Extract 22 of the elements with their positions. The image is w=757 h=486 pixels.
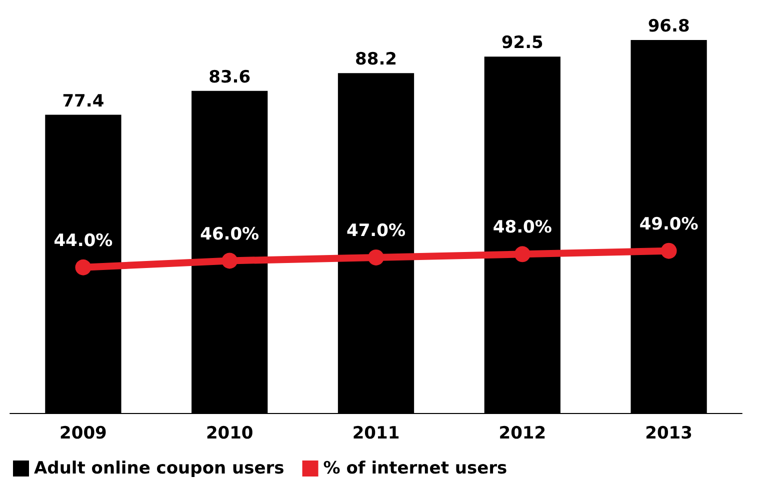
x-tick-label: 2012 [498, 424, 546, 444]
point [514, 246, 530, 262]
point [75, 259, 92, 276]
point [660, 242, 677, 259]
data-label: 44.0% [54, 230, 113, 251]
data-label: 48.0% [492, 218, 552, 238]
x-tick-label: 2011 [352, 424, 400, 444]
data-label: 88.2 [355, 50, 397, 70]
x-tick-label: 2009 [60, 424, 107, 444]
x-tick-label: 2010 [206, 424, 254, 444]
legend-label: % of internet users [323, 458, 508, 478]
data-label: 47.0% [346, 220, 406, 241]
point [368, 249, 384, 266]
data-label: 92.5 [501, 33, 544, 54]
legend-label: Adult online coupon users [34, 458, 284, 478]
point [222, 252, 238, 269]
data-label: 49.0% [639, 214, 698, 234]
data-label: 77.4 [62, 91, 104, 112]
data-label: 83.6 [208, 67, 251, 88]
data-label: 96.8 [648, 16, 690, 36]
x-tick-label: 2013 [645, 424, 692, 444]
data-label: 46.0% [200, 224, 260, 244]
